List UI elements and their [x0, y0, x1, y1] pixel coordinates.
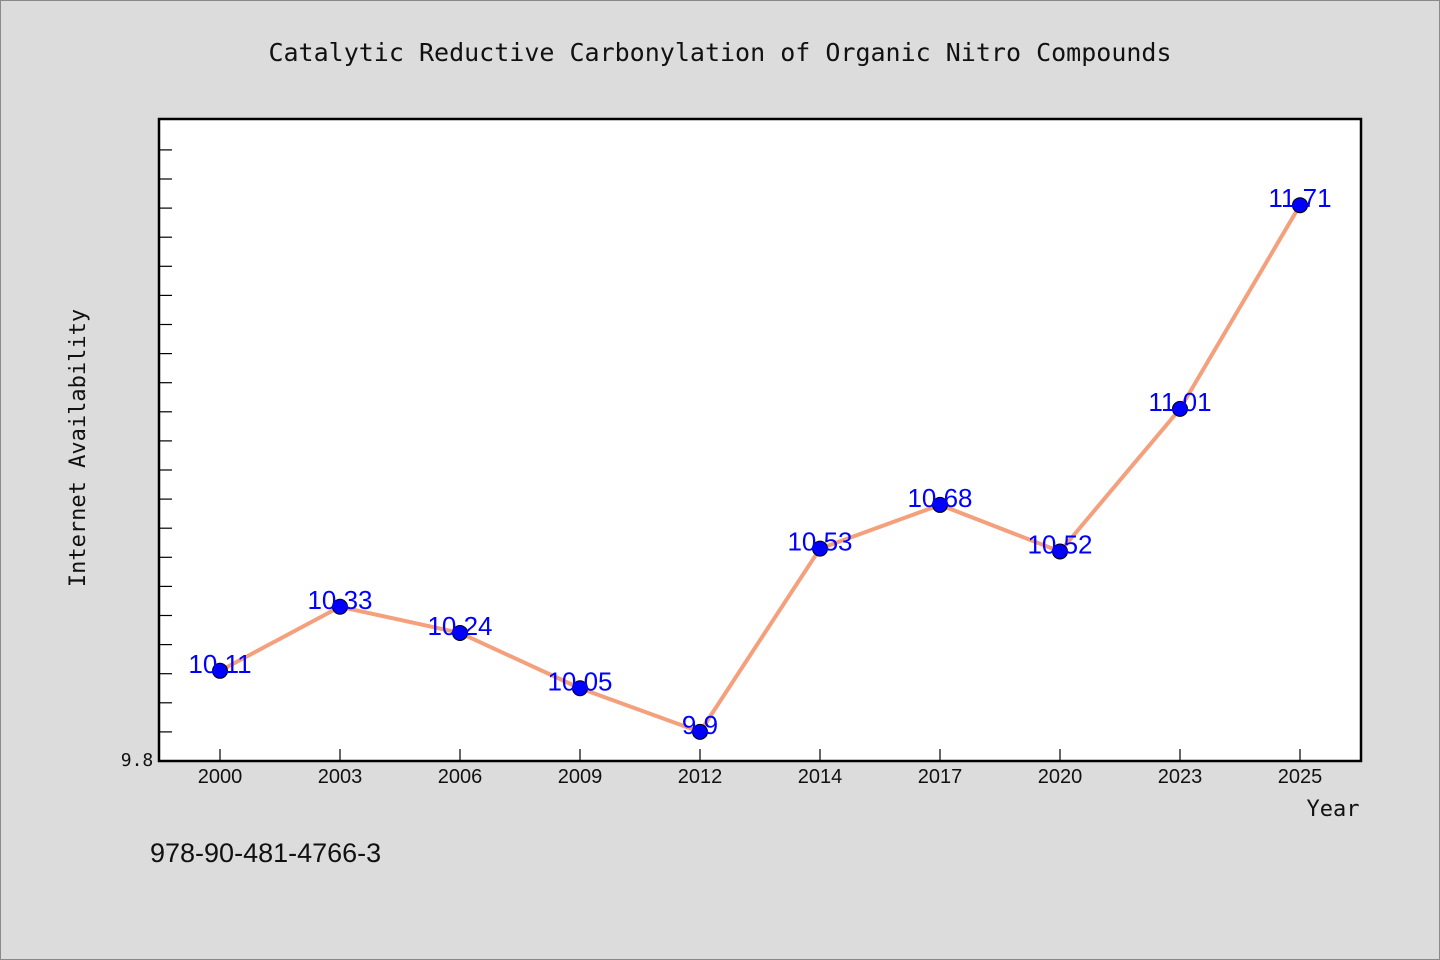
x-tick-label: 2014 [798, 766, 843, 788]
data-point [1052, 543, 1068, 560]
x-axis-tick-labels: 2000 2003 2006 2009 2012 2014 2017 2020 2023 2025 [198, 766, 1323, 788]
data-label: 10.24 [427, 611, 492, 641]
data-label: 11.71 [1268, 183, 1331, 213]
x-tick-label: 2020 [1038, 766, 1083, 788]
isbn-text: 978-90-481-4766-3 [150, 838, 381, 868]
y-axis-label: Internet Availability [66, 309, 91, 587]
x-axis-label: Year [1307, 797, 1360, 822]
x-tick-label: 2012 [678, 766, 723, 788]
x-tick-label: 2023 [1158, 766, 1203, 788]
data-point [1292, 197, 1308, 214]
x-tick-label: 2025 [1278, 766, 1323, 788]
y-axis-ticks [159, 149, 172, 733]
x-tick-label: 2003 [318, 766, 363, 788]
x-tick-label: 2000 [198, 766, 243, 788]
data-markers [212, 197, 1308, 740]
plot-area [157, 117, 1363, 763]
data-point [692, 723, 708, 740]
data-label: 10.33 [307, 585, 372, 615]
data-label: 9.9 [682, 710, 718, 740]
data-point [452, 624, 468, 641]
data-labels: 10.11 10.33 10.24 10.05 9.9 10.53 10.68 10.52 11… [188, 183, 1331, 740]
series-line [218, 203, 1302, 734]
data-point [212, 662, 228, 679]
data-point [932, 496, 948, 513]
x-axis-ticks [219, 749, 1301, 761]
data-label: 10.05 [547, 666, 612, 696]
x-tick-label: 2017 [918, 766, 963, 788]
x-tick-label: 2009 [558, 766, 603, 788]
data-point [332, 598, 348, 615]
x-tick-label: 2006 [438, 766, 483, 788]
data-label: 10.53 [787, 527, 852, 557]
data-point [812, 540, 828, 557]
data-label: 10.52 [1027, 529, 1092, 559]
data-point [1172, 400, 1188, 417]
data-label: 11.01 [1148, 387, 1211, 417]
chart-title: Catalytic Reductive Carbonylation of Org… [268, 38, 1171, 67]
data-label: 10.11 [188, 649, 251, 679]
data-label: 10.68 [907, 483, 972, 513]
data-point [572, 680, 588, 697]
y-tick-label: 9.8 [121, 750, 154, 771]
